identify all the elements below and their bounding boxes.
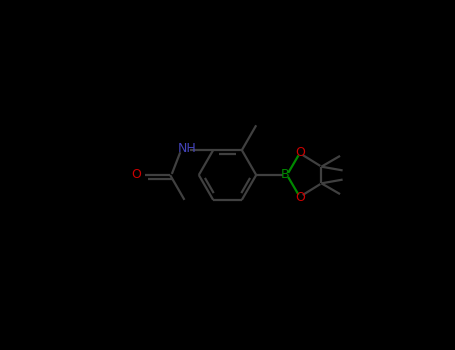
- Text: B: B: [281, 168, 290, 182]
- Text: O: O: [131, 168, 141, 182]
- Text: O: O: [295, 146, 305, 159]
- Text: NH: NH: [177, 142, 196, 155]
- Text: O: O: [295, 191, 305, 204]
